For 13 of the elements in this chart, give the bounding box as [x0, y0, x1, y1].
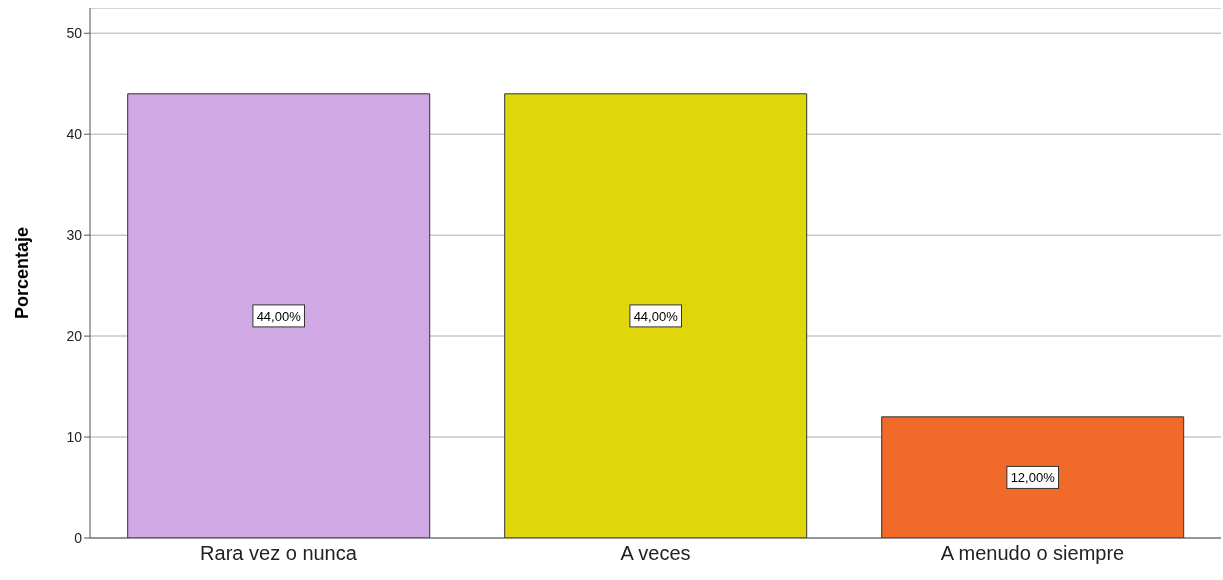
y-tick-label: 10 [66, 429, 83, 446]
y-tick-label: 40 [66, 126, 83, 143]
y-tick-label: 20 [66, 328, 83, 345]
data-label: 44,00% [256, 308, 302, 324]
y-tick-label: 0 [74, 529, 83, 546]
x-tick-label: Rara vez o nunca [200, 542, 358, 565]
data-label: 44,00% [633, 308, 679, 324]
y-tick-label: 30 [66, 227, 83, 244]
y-axis-title: Porcentaje [12, 226, 33, 320]
x-tick-label: A menudo o siempre [940, 542, 1125, 565]
x-tick-label: A veces [620, 542, 691, 565]
y-tick-label: 50 [66, 25, 83, 42]
data-label: 12,00% [1010, 470, 1056, 486]
